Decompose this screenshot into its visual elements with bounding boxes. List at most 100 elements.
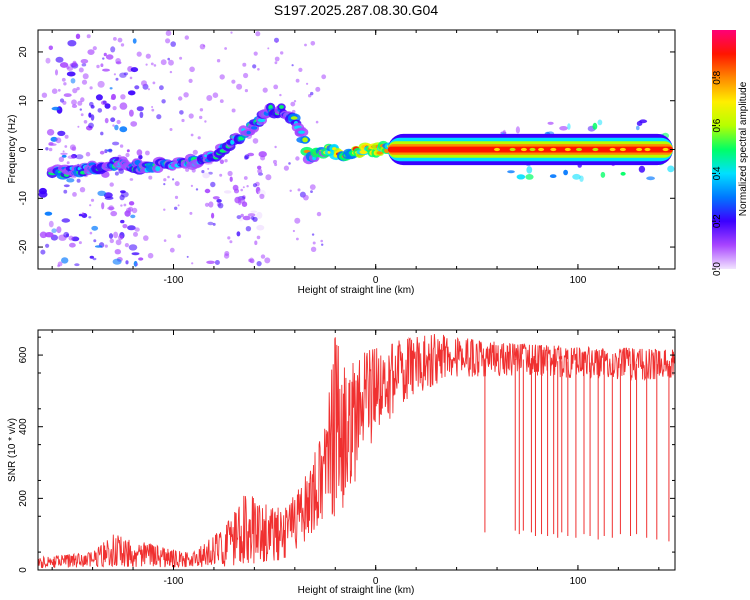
noise-blob [89, 255, 95, 259]
band-bead [564, 147, 571, 152]
noise-speckle [174, 181, 180, 187]
noise-blob [223, 190, 232, 194]
noise-speckle [136, 51, 142, 57]
noise-blob [67, 155, 76, 160]
noise-blob [234, 196, 241, 204]
noise-blob [119, 102, 128, 110]
noise-speckle [80, 113, 84, 117]
noise-speckle [239, 197, 246, 204]
noise-speckle [190, 184, 193, 187]
noise-speckle [123, 203, 127, 207]
noise-speckle [283, 165, 289, 171]
noise-speckle [76, 178, 81, 183]
y-tick-label: -20 [18, 239, 29, 254]
noise-speckle [58, 156, 65, 162]
noise-speckle [207, 167, 210, 170]
y-tick-label: 0 [18, 567, 29, 573]
noise-speckle [172, 178, 175, 181]
noise-speckle [72, 61, 78, 67]
noise-speckle [147, 252, 154, 259]
noise-blob [119, 194, 125, 201]
noise-speckle [168, 59, 174, 66]
noise-blob [99, 150, 105, 155]
noise-blob [134, 227, 140, 232]
noise-speckle [76, 86, 80, 91]
spectrogram-x-label: Height of straight line (km) [298, 285, 415, 296]
noise-speckle [229, 240, 233, 244]
noise-speckle [120, 43, 125, 47]
noise-speckle [310, 41, 316, 46]
noise-blob [100, 131, 104, 136]
noise-speckle [77, 100, 83, 106]
noise-speckle [186, 255, 189, 258]
noise-speckle [201, 170, 205, 174]
noise-speckle [315, 120, 319, 124]
noise-speckle [240, 188, 243, 192]
noise-speckle [90, 198, 95, 202]
noise-speckle [295, 78, 300, 83]
noise-blob [97, 190, 106, 196]
noise-blob [242, 215, 251, 221]
noise-blob [257, 165, 262, 170]
noise-blob [108, 233, 114, 239]
noise-speckle [190, 133, 194, 137]
x-tick-label: 100 [570, 275, 587, 286]
noise-blob [138, 257, 144, 261]
noise-blob [229, 176, 233, 182]
colorbar-label: Normalized spectral amplitude [738, 81, 749, 216]
noise-blob [44, 232, 54, 238]
noise-speckle [169, 70, 173, 74]
noise-speckle [156, 114, 162, 120]
noise-speckle [177, 204, 180, 207]
noise-speckle [113, 73, 116, 76]
snr-y-label: SNR (10 * v/v) [7, 418, 18, 482]
noise-blob [597, 119, 603, 126]
noise-speckle [57, 261, 63, 267]
noise-blob [646, 176, 655, 181]
noise-speckle [78, 241, 82, 245]
noise-speckle [57, 88, 61, 92]
noise-speckle [118, 234, 124, 241]
noise-speckle [64, 145, 68, 148]
noise-speckle [170, 41, 176, 47]
noise-blob [61, 154, 67, 158]
x-tick-label: 0 [373, 275, 379, 286]
noise-speckle [109, 182, 114, 187]
noise-blob [212, 196, 220, 200]
noise-speckle [289, 189, 292, 192]
noise-blob [126, 149, 130, 153]
noise-speckle [257, 68, 260, 71]
noise-blob [81, 63, 87, 67]
noise-speckle [184, 35, 189, 40]
noise-speckle [199, 115, 203, 120]
noise-speckle [63, 82, 67, 86]
noise-speckle [163, 183, 166, 186]
noise-speckle [169, 247, 175, 253]
noise-speckle [227, 236, 231, 240]
noise-blob [131, 252, 140, 256]
noise-speckle [113, 37, 117, 41]
noise-speckle [63, 231, 70, 238]
noise-speckle [169, 128, 173, 131]
noise-speckle [81, 79, 88, 85]
noise-blob [94, 245, 103, 248]
snr-trace-layer [38, 333, 675, 569]
y-tick-label: 20 [18, 46, 29, 58]
band-bead [538, 147, 545, 152]
colorbar: 0.0 0.2 0.4 0.6 0.8 Normalized spectral ampl… [712, 30, 749, 276]
spectrogram-heat-layer [38, 30, 675, 268]
noise-speckle [167, 175, 170, 179]
noise-speckle [61, 77, 66, 82]
noise-speckle [108, 205, 114, 211]
noise-speckle [115, 239, 122, 246]
noise-speckle [321, 243, 324, 246]
noise-blob [71, 154, 77, 159]
noise-speckle [79, 108, 83, 111]
noise-speckle [303, 194, 309, 201]
noise-speckle [262, 87, 268, 93]
noise-blob [256, 224, 265, 231]
noise-speckle [295, 156, 300, 161]
noise-speckle [216, 59, 221, 63]
noise-blob [104, 103, 111, 109]
noise-speckle [163, 178, 167, 182]
